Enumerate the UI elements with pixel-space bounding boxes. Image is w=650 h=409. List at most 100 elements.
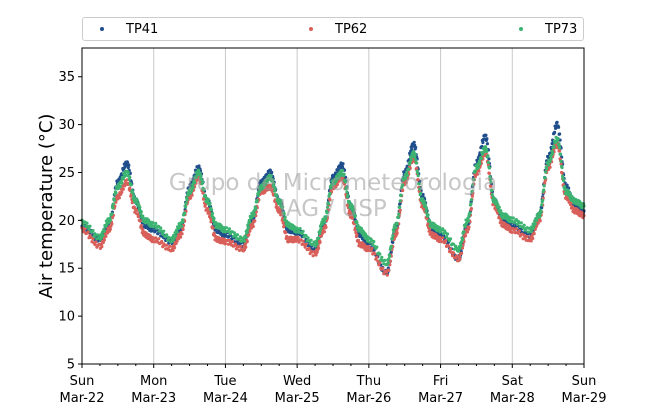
- data-point: [281, 221, 285, 225]
- x-tick-label-date: Mar-26: [346, 391, 391, 406]
- data-point: [479, 156, 483, 161]
- data-point: [118, 184, 122, 189]
- data-point: [472, 177, 476, 182]
- data-point: [126, 166, 130, 170]
- data-point: [157, 237, 161, 241]
- data-point: [514, 227, 518, 231]
- data-point: [328, 198, 332, 202]
- data-point: [450, 254, 455, 258]
- data-point: [489, 180, 493, 184]
- data-point: [239, 239, 243, 244]
- data-point: [111, 202, 115, 206]
- data-point: [343, 180, 348, 184]
- data-point: [248, 220, 252, 224]
- data-point: [139, 210, 143, 214]
- data-point: [509, 216, 513, 220]
- data-point: [86, 230, 90, 234]
- data-point: [254, 206, 258, 211]
- data-point: [413, 155, 417, 159]
- data-point: [154, 221, 158, 225]
- data-point: [491, 195, 495, 199]
- data-point: [418, 187, 422, 191]
- data-point: [542, 188, 546, 192]
- data-point: [473, 169, 477, 173]
- data-point: [165, 243, 169, 247]
- data-point: [102, 238, 106, 242]
- data-point: [486, 154, 490, 158]
- data-point: [222, 226, 226, 230]
- data-point: [415, 166, 419, 170]
- data-point: [444, 239, 448, 243]
- data-point: [238, 244, 242, 248]
- data-point: [557, 125, 561, 129]
- data-point: [558, 132, 562, 136]
- data-point: [112, 198, 116, 202]
- data-point: [511, 216, 515, 220]
- legend-label-tp73: TP73: [545, 21, 578, 37]
- data-point: [558, 146, 562, 150]
- data-point: [245, 228, 249, 232]
- data-point: [525, 234, 529, 239]
- data-point: [298, 227, 302, 231]
- data-point: [441, 227, 445, 231]
- data-point: [175, 239, 179, 243]
- data-point: [530, 234, 534, 238]
- data-point: [227, 227, 231, 231]
- x-tick-label-day: Wed: [283, 374, 311, 389]
- data-point: [356, 238, 360, 242]
- data-point: [335, 182, 340, 186]
- data-point: [415, 161, 419, 165]
- data-point: [473, 174, 477, 179]
- data-point: [485, 137, 489, 141]
- data-point: [309, 238, 313, 242]
- x-tick-label-date: Mar-27: [418, 391, 463, 406]
- data-point: [485, 149, 489, 153]
- data-point: [475, 172, 479, 176]
- data-point: [319, 226, 323, 231]
- data-point: [404, 176, 408, 180]
- data-point: [127, 163, 131, 167]
- data-point: [279, 200, 283, 204]
- data-point: [532, 232, 536, 236]
- data-point: [168, 236, 172, 240]
- data-point: [174, 234, 178, 238]
- data-point: [175, 230, 179, 234]
- data-point: [230, 240, 234, 244]
- data-point: [272, 181, 276, 185]
- data-point: [389, 244, 393, 248]
- data-point: [209, 208, 214, 212]
- x-tick-label-day: Mon: [140, 374, 167, 389]
- data-point: [208, 201, 212, 205]
- data-point: [183, 211, 187, 215]
- data-point: [481, 140, 485, 145]
- data-point: [121, 187, 125, 191]
- data-point: [256, 193, 260, 197]
- legend-item-tp62: TP62: [309, 18, 367, 40]
- data-point: [441, 236, 445, 240]
- data-point: [448, 247, 453, 251]
- data-point: [416, 174, 420, 178]
- data-point: [478, 162, 482, 166]
- data-point: [212, 216, 216, 221]
- data-point: [465, 230, 470, 234]
- data-point: [235, 233, 239, 237]
- data-point: [451, 251, 456, 255]
- data-point: [246, 226, 250, 230]
- data-point: [426, 213, 430, 217]
- data-point: [404, 180, 408, 184]
- data-point: [306, 236, 310, 240]
- data-point: [499, 209, 503, 213]
- series-tp62: [80, 141, 586, 277]
- data-point: [454, 254, 459, 258]
- data-point: [342, 172, 346, 176]
- data-point: [394, 225, 398, 230]
- data-point: [315, 242, 319, 246]
- y-tick-label: 25: [58, 166, 75, 181]
- data-point: [265, 180, 269, 184]
- data-point: [566, 188, 570, 192]
- data-point: [445, 232, 450, 236]
- data-point: [536, 221, 540, 225]
- y-tick-label: 15: [58, 262, 75, 277]
- data-point: [545, 167, 549, 171]
- data-point: [535, 218, 539, 222]
